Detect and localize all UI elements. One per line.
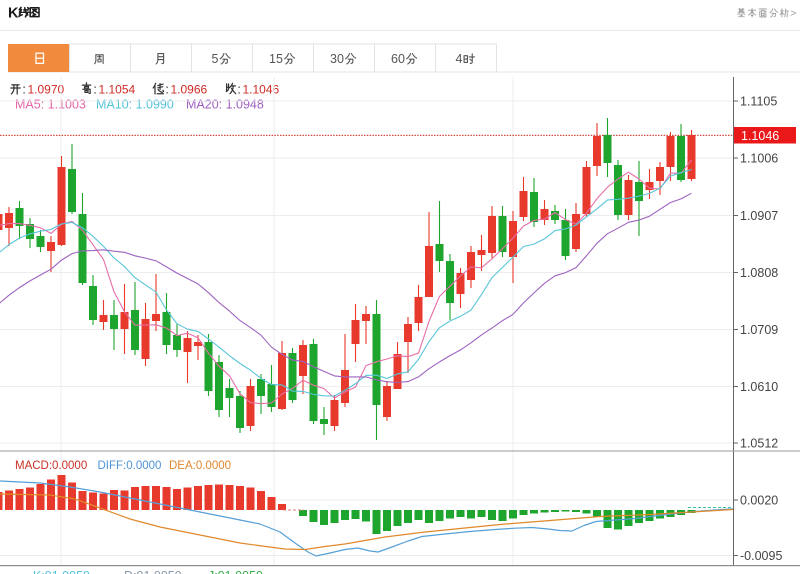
svg-text::: : bbox=[237, 83, 240, 97]
svg-text:MACD:0.0000: MACD:0.0000 bbox=[15, 460, 87, 472]
svg-text:1.1006: 1.1006 bbox=[740, 152, 778, 166]
svg-text::: : bbox=[93, 83, 96, 97]
svg-text:DIFF:0.0000: DIFF:0.0000 bbox=[98, 460, 162, 472]
svg-text:J:91.0059: J:91.0059 bbox=[208, 569, 263, 574]
svg-text:K:91.0059: K:91.0059 bbox=[33, 569, 90, 574]
svg-text:1.0808: 1.0808 bbox=[740, 266, 778, 280]
svg-text:DEA:0.0000: DEA:0.0000 bbox=[169, 460, 231, 472]
svg-text:1.0907: 1.0907 bbox=[740, 209, 778, 223]
svg-text:MA5: 1.1003: MA5: 1.1003 bbox=[15, 98, 86, 112]
svg-text:0.0020: 0.0020 bbox=[740, 494, 778, 508]
svg-text:K: K bbox=[8, 6, 19, 22]
svg-text:60: 60 bbox=[391, 52, 405, 66]
svg-text:30: 30 bbox=[330, 52, 344, 66]
svg-text:15: 15 bbox=[269, 52, 283, 66]
svg-text::: : bbox=[165, 83, 168, 97]
svg-text:5: 5 bbox=[212, 52, 219, 66]
svg-text:1.0970: 1.0970 bbox=[28, 83, 65, 97]
svg-text:>: > bbox=[790, 8, 796, 20]
svg-text:D:91.0059: D:91.0059 bbox=[124, 569, 182, 574]
svg-text:1.1054: 1.1054 bbox=[99, 83, 136, 97]
svg-text:1.0709: 1.0709 bbox=[740, 323, 778, 337]
svg-text:-0.0095: -0.0095 bbox=[740, 549, 782, 563]
svg-text:1.1046: 1.1046 bbox=[243, 83, 280, 97]
svg-text:1.1046: 1.1046 bbox=[741, 129, 779, 143]
svg-text:1.0610: 1.0610 bbox=[740, 380, 778, 394]
svg-text:1.0966: 1.0966 bbox=[171, 83, 208, 97]
svg-text:4: 4 bbox=[456, 52, 463, 66]
svg-text:MA10: 1.0990: MA10: 1.0990 bbox=[96, 98, 174, 112]
svg-text:1.0512: 1.0512 bbox=[740, 437, 778, 451]
svg-text::: : bbox=[22, 83, 25, 97]
svg-text:1.1105: 1.1105 bbox=[740, 95, 777, 109]
svg-text:MA20: 1.0948: MA20: 1.0948 bbox=[186, 98, 264, 112]
